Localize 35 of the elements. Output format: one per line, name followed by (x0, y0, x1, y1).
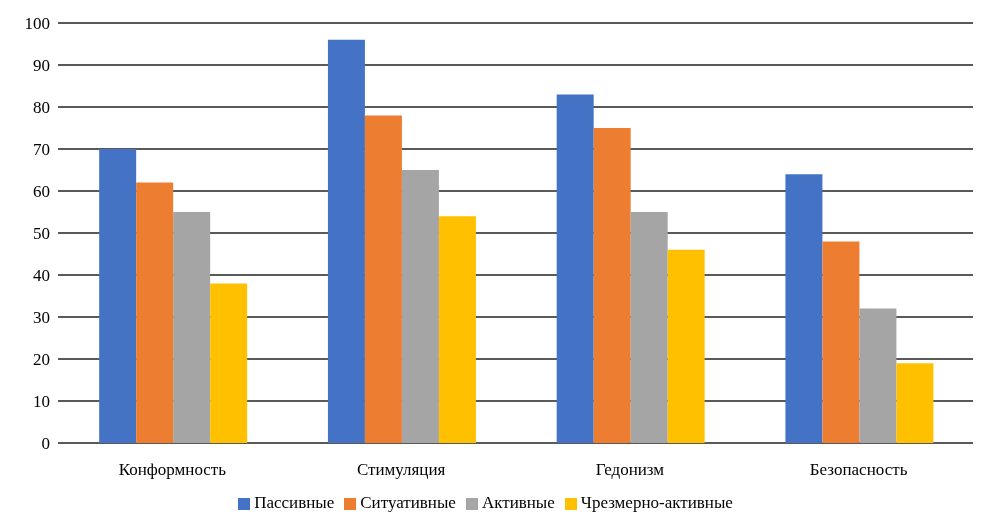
y-tick-label: 30 (33, 308, 50, 328)
y-tick-label: 100 (24, 14, 50, 34)
bar (822, 241, 860, 443)
bar (593, 128, 631, 443)
x-tick-label: Конформность (118, 460, 227, 480)
bar (630, 212, 668, 443)
y-tick-label: 0 (41, 434, 50, 454)
legend-label: Ситуативные (360, 493, 456, 512)
bar (210, 283, 248, 443)
bar (438, 216, 476, 443)
y-tick-label: 70 (33, 140, 50, 160)
bar (364, 115, 402, 443)
y-tick-label: 20 (33, 350, 50, 370)
legend-label: Чрезмерно-активные (580, 493, 733, 512)
legend-label: Пассивные (254, 493, 335, 512)
bar (99, 149, 137, 443)
bar (173, 212, 211, 443)
y-tick-label: 80 (33, 98, 50, 118)
bar (401, 170, 439, 443)
bar (136, 182, 174, 443)
bar (327, 39, 365, 443)
y-tick-label: 50 (33, 224, 50, 244)
x-tick-label: Гедонизм (595, 460, 665, 480)
y-tick-label: 90 (33, 56, 50, 76)
bar (859, 308, 897, 443)
y-tick-label: 10 (33, 392, 50, 412)
y-tick-label: 40 (33, 266, 50, 286)
bar (896, 363, 934, 443)
y-tick-label: 60 (33, 182, 50, 202)
bar (785, 174, 823, 443)
bar (667, 249, 705, 443)
bar (556, 94, 594, 443)
legend-label: Активные (481, 493, 555, 512)
x-tick-label: Безопасность (809, 460, 908, 480)
x-tick-label: Стимуляция (356, 460, 446, 480)
